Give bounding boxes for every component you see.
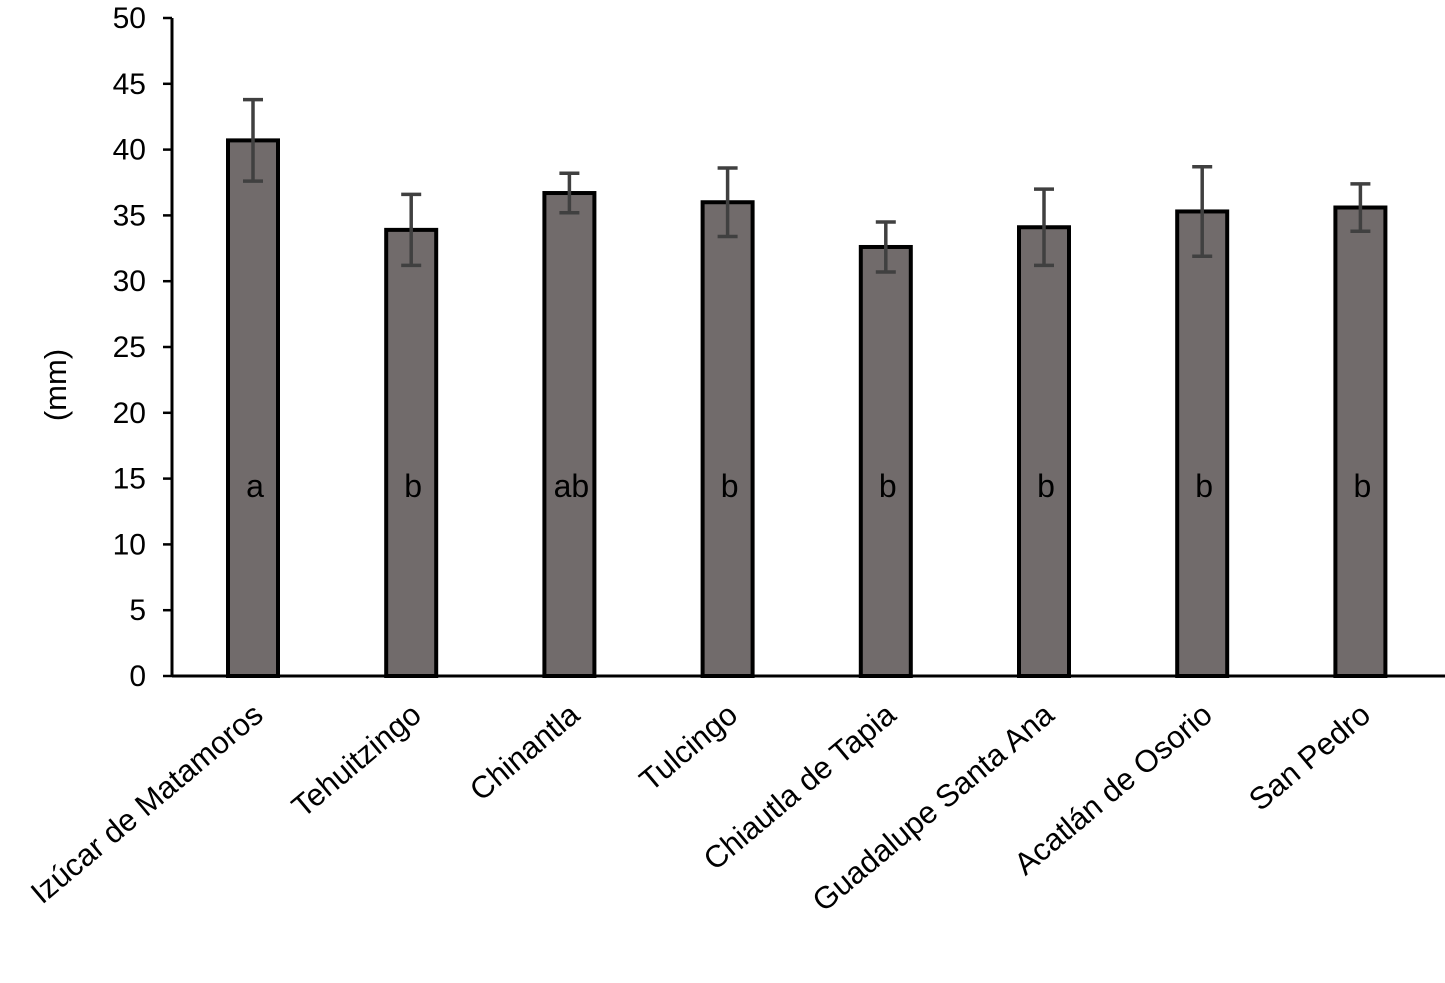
y-tick-label: 10 [113, 528, 146, 561]
y-tick-label: 0 [129, 660, 146, 693]
significance-letter: b [721, 468, 739, 504]
y-axis-label: (mm) [38, 349, 73, 421]
significance-letter: a [246, 468, 264, 504]
y-tick-label: 40 [113, 134, 146, 167]
bar [542, 191, 597, 678]
significance-letter: ab [554, 468, 590, 504]
bars [226, 138, 1388, 679]
x-tick-label: San Pedro [1242, 697, 1377, 818]
x-tick-label: Tulcingo [633, 697, 744, 798]
error-bar [717, 166, 738, 239]
bar [858, 244, 913, 678]
y-axis-ticks: 0 5 10 15 20 25 30 35 40 45 50 [113, 2, 172, 693]
significance-letters: a b ab b b b b b [246, 468, 1371, 504]
y-tick-label: 35 [113, 199, 146, 232]
error-bar [559, 171, 580, 215]
significance-letter: b [879, 468, 897, 504]
error-bar [1034, 187, 1054, 268]
x-tick-label: Izúcar de Matamoros [24, 697, 270, 911]
bar [1017, 225, 1071, 679]
error-bar [401, 192, 422, 268]
y-tick-label: 50 [113, 2, 146, 35]
error-bar [875, 220, 896, 274]
x-tick-label: Chinantla [463, 696, 586, 807]
significance-letter: b [1195, 468, 1213, 504]
bar [226, 138, 280, 678]
error-bars [243, 97, 1371, 274]
significance-letter: b [1037, 468, 1055, 504]
bar [1333, 205, 1388, 678]
bar [1175, 209, 1230, 678]
axes [170, 18, 1445, 678]
x-tick-label: Tehuitzingo [285, 697, 428, 825]
y-tick-label: 30 [113, 265, 146, 298]
bar [700, 200, 755, 679]
x-axis-ticks: Izúcar de Matamoros Tehuitzingo Chinantla T… [24, 696, 1377, 918]
y-tick-label: 25 [113, 331, 146, 364]
error-bar [243, 97, 263, 183]
y-tick-label: 20 [113, 397, 146, 430]
significance-letter: b [1354, 468, 1372, 504]
significance-letter: b [404, 468, 422, 504]
y-tick-label: 5 [129, 594, 146, 627]
error-bar [1192, 164, 1213, 258]
error-bar [1350, 182, 1371, 233]
y-tick-label: 45 [113, 68, 146, 101]
y-tick-label: 15 [113, 463, 146, 496]
bar [384, 227, 439, 678]
